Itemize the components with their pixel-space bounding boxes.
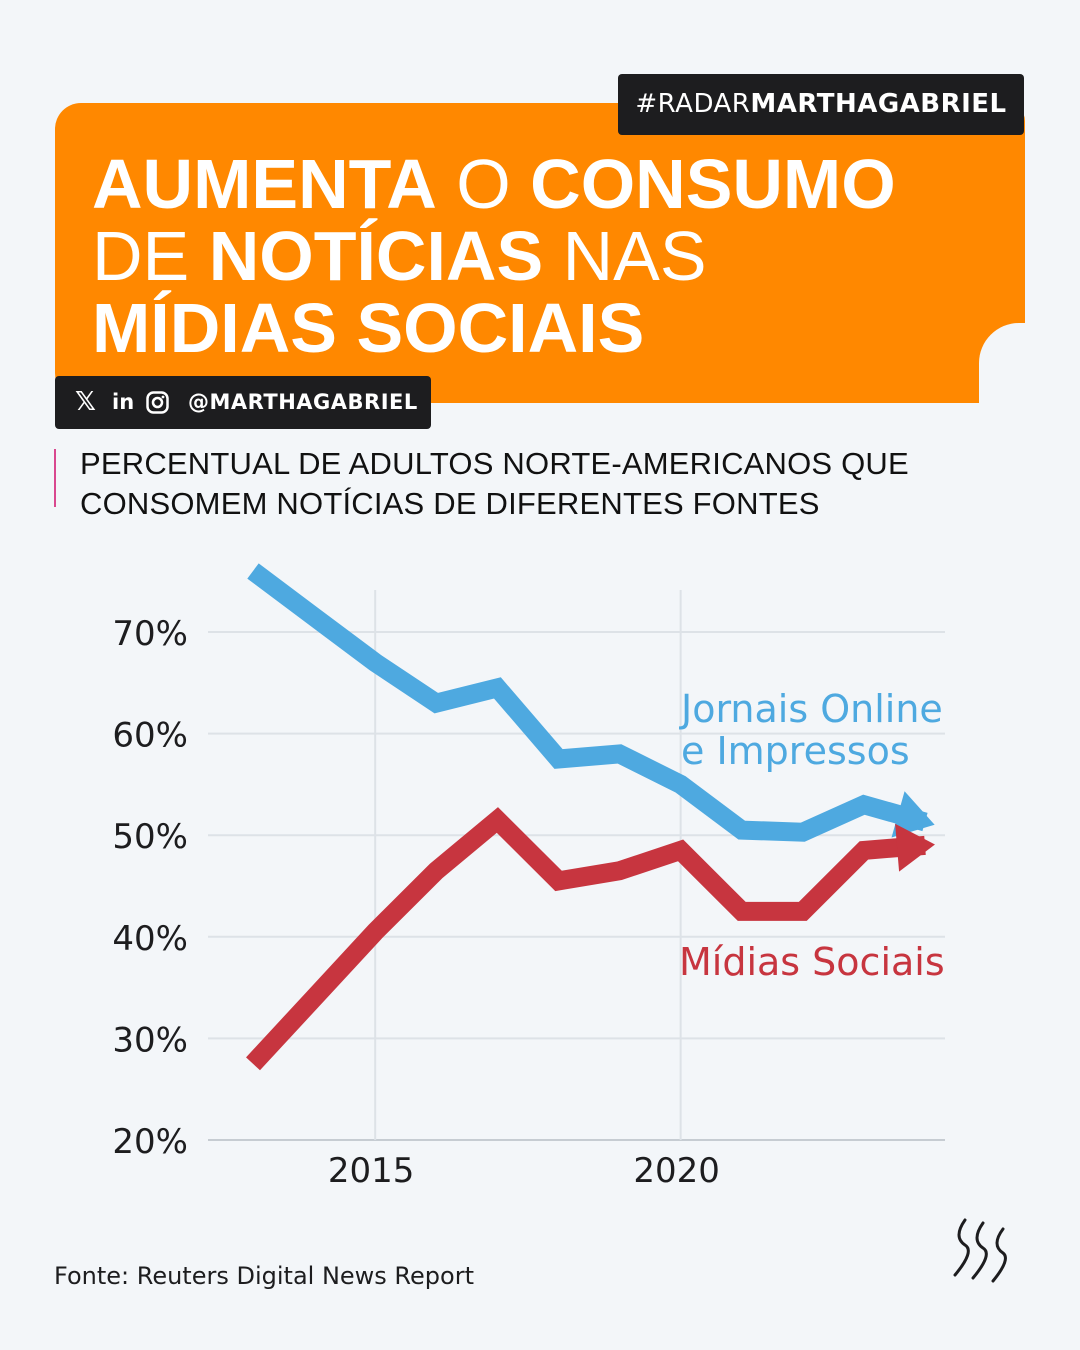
headline-segment: NOTÍCIAS <box>208 217 544 295</box>
series-line <box>246 807 926 1071</box>
x-tick-label: 2020 <box>633 1151 720 1191</box>
tag-prefix: #RADAR <box>635 89 751 119</box>
y-tick-label: 50% <box>112 817 188 857</box>
linkedin-icon: in <box>112 390 135 414</box>
x-icon: 𝕏 <box>75 387 96 417</box>
instagram-icon <box>146 391 169 414</box>
subtitle-accent <box>54 449 56 507</box>
series-label-midias: Mídias Sociais <box>679 940 945 984</box>
series-line <box>247 563 928 842</box>
headline-banner <box>55 103 1025 403</box>
y-tick-label: 70% <box>112 614 188 654</box>
x-tick-label: 2015 <box>328 1151 415 1191</box>
headline-segment: O <box>436 145 531 223</box>
subtitle-line-1: PERCENTUAL DE ADULTOS NORTE-AMERICANOS Q… <box>80 446 909 481</box>
social-badge: 𝕏 in @MARTHAGABRIEL <box>55 376 431 429</box>
brand-logo-icon <box>953 1218 1007 1283</box>
series-arrowhead <box>895 823 935 872</box>
headline-segment: CONSUMO <box>530 145 896 223</box>
source-note: Fonte: Reuters Digital News Report <box>54 1262 474 1290</box>
y-tick-label: 20% <box>112 1122 188 1162</box>
chart-subtitle: PERCENTUAL DE ADULTOS NORTE-AMERICANOS Q… <box>80 444 1040 524</box>
headline: AUMENTA O CONSUMO DE NOTÍCIAS NAS MÍDIAS S… <box>92 148 992 364</box>
y-tick-label: 40% <box>112 919 188 959</box>
headline-segment: DE <box>92 217 209 295</box>
radar-tag: #RADARMARTHAGABRIEL <box>618 74 1024 135</box>
headline-segment: AUMENTA <box>92 145 437 223</box>
series-arrowhead <box>891 791 935 838</box>
social-handle: @MARTHAGABRIEL <box>188 390 418 414</box>
y-tick-label: 30% <box>112 1020 188 1060</box>
subtitle-line-2: CONSOMEM NOTÍCIAS DE DIFERENTES FONTES <box>80 486 820 521</box>
headline-segment: MÍDIAS SOCIAIS <box>92 289 645 367</box>
tag-bold: MARTHAGABRIEL <box>750 89 1007 119</box>
series-label-jornais: e Impressos <box>681 729 910 773</box>
y-tick-label: 60% <box>112 716 188 756</box>
series-label-jornais: Jornais Online <box>679 687 943 731</box>
headline-segment: NAS <box>543 217 707 295</box>
